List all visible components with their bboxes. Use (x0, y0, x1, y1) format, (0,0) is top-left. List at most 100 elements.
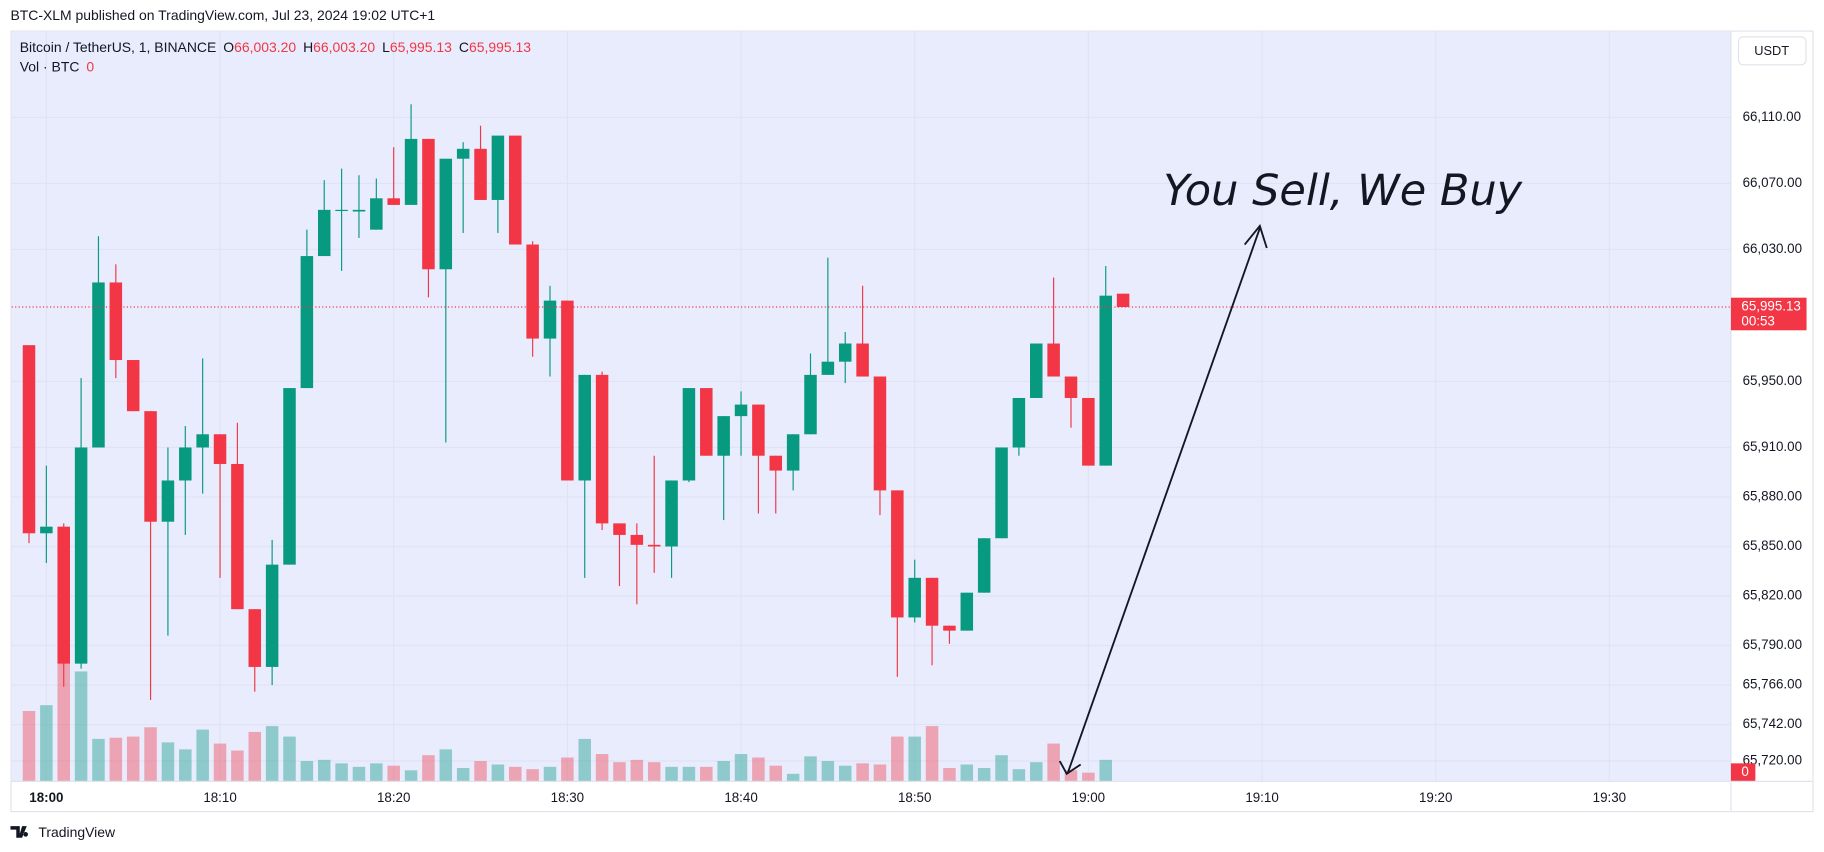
volume-bar (109, 737, 123, 781)
volume-bar (74, 671, 88, 781)
candle-body (1099, 295, 1112, 466)
candle-body (144, 411, 157, 522)
x-tick-label: 19:20 (1419, 790, 1452, 805)
volume-tag-label: 0 (1741, 764, 1748, 779)
volume-bar (717, 761, 730, 781)
volume-bar (786, 773, 800, 781)
volume-bar (769, 765, 783, 781)
candle-body (526, 244, 539, 339)
y-tick-label: 65,910.00 (1743, 439, 1802, 454)
candle-body (977, 538, 991, 593)
volume-bar (213, 743, 227, 781)
c-prefix: C (459, 39, 469, 55)
volume-bar (387, 765, 400, 781)
candle-body (769, 455, 783, 471)
volume-bar (977, 768, 991, 781)
candle-body (595, 374, 609, 524)
volume-bar (404, 770, 418, 781)
countdown-label: 00:53 (1741, 314, 1774, 329)
volume-bar (578, 738, 591, 781)
volume-bar (804, 756, 817, 781)
candle-body (22, 345, 36, 534)
volume-bar (439, 749, 453, 781)
x-tick-label: 18:10 (203, 790, 236, 805)
candle-body (57, 526, 70, 664)
volume-bar (161, 742, 175, 781)
volume-bar (526, 769, 539, 781)
y-tick-label: 65,742.00 (1743, 716, 1802, 731)
candle-body (873, 376, 887, 491)
candle-body (804, 374, 817, 435)
candle-body (109, 282, 123, 361)
candle-body (474, 148, 487, 200)
volume-bar (543, 766, 557, 781)
volume-value: 0 (86, 58, 94, 74)
volume-bar (92, 738, 105, 781)
y-tick-label: 66,070.00 (1743, 175, 1802, 190)
y-tick-label: 65,880.00 (1743, 489, 1802, 504)
candle-body (943, 625, 956, 631)
volume-bar (335, 763, 348, 781)
arrow-shaft (1066, 227, 1261, 773)
candle-body (908, 577, 921, 618)
candle-body (1012, 397, 1026, 448)
volume-bar (1047, 743, 1060, 781)
candle-body (248, 609, 262, 667)
volume-bar (995, 755, 1008, 781)
candle-body (265, 564, 279, 667)
y-tick-label: 65,850.00 (1743, 538, 1802, 553)
y-tick-label: 65,950.00 (1743, 373, 1802, 388)
candle-body (179, 447, 192, 481)
o-prefix: O (223, 39, 234, 55)
volume-bar (908, 736, 921, 781)
volume-bar (665, 766, 678, 781)
c-value: 65,995.13 (469, 39, 531, 55)
volume-bar (873, 764, 887, 781)
candle-body (387, 198, 400, 205)
candle-body (630, 534, 644, 545)
x-tick-label: 19:00 (1072, 790, 1105, 805)
volume-layer (22, 593, 1112, 781)
candle-body (161, 480, 175, 522)
candle-body (1082, 397, 1095, 466)
volume-bar (561, 757, 574, 781)
candle-body (370, 198, 383, 230)
volume-bar (630, 759, 644, 781)
volume-bar (370, 763, 383, 781)
candle-body (561, 300, 574, 481)
y-tick-label: 65,790.00 (1743, 637, 1802, 652)
volume-bar (734, 754, 748, 781)
volume-bar (248, 731, 262, 781)
annotation-arrow (1058, 223, 1268, 776)
x-tick-label: 19:30 (1593, 790, 1626, 805)
x-tick-label: 18:00 (29, 790, 63, 805)
candle-body (647, 544, 661, 547)
candle-body (126, 360, 140, 412)
candle-body (404, 138, 418, 205)
plot-area (11, 31, 1731, 781)
candle-body (491, 135, 505, 200)
volume-bar (856, 763, 869, 781)
published-line: BTC-XLM published on TradingView.com, Ju… (10, 7, 435, 23)
candle-body (335, 209, 348, 212)
y-tick-label: 65,766.00 (1743, 677, 1802, 692)
currency-button[interactable] (1737, 36, 1807, 66)
candle-body (578, 374, 591, 481)
candle-body (752, 404, 765, 456)
volume-bar (821, 761, 835, 781)
candle-body (40, 526, 53, 534)
candle-body (317, 209, 331, 257)
price-tag-label: 65,995.13 (1741, 299, 1800, 314)
candle-body (283, 388, 296, 565)
currency-label: USDT (1754, 43, 1789, 58)
candle-body (74, 447, 88, 664)
candle-body (1064, 376, 1078, 398)
candle-body (352, 209, 366, 212)
candle-body (717, 416, 730, 456)
volume-bar (265, 726, 279, 781)
volume-bar (317, 759, 331, 781)
brand: TradingView (10, 824, 116, 840)
candle-layer (22, 104, 1130, 700)
volume-bar (40, 705, 53, 781)
